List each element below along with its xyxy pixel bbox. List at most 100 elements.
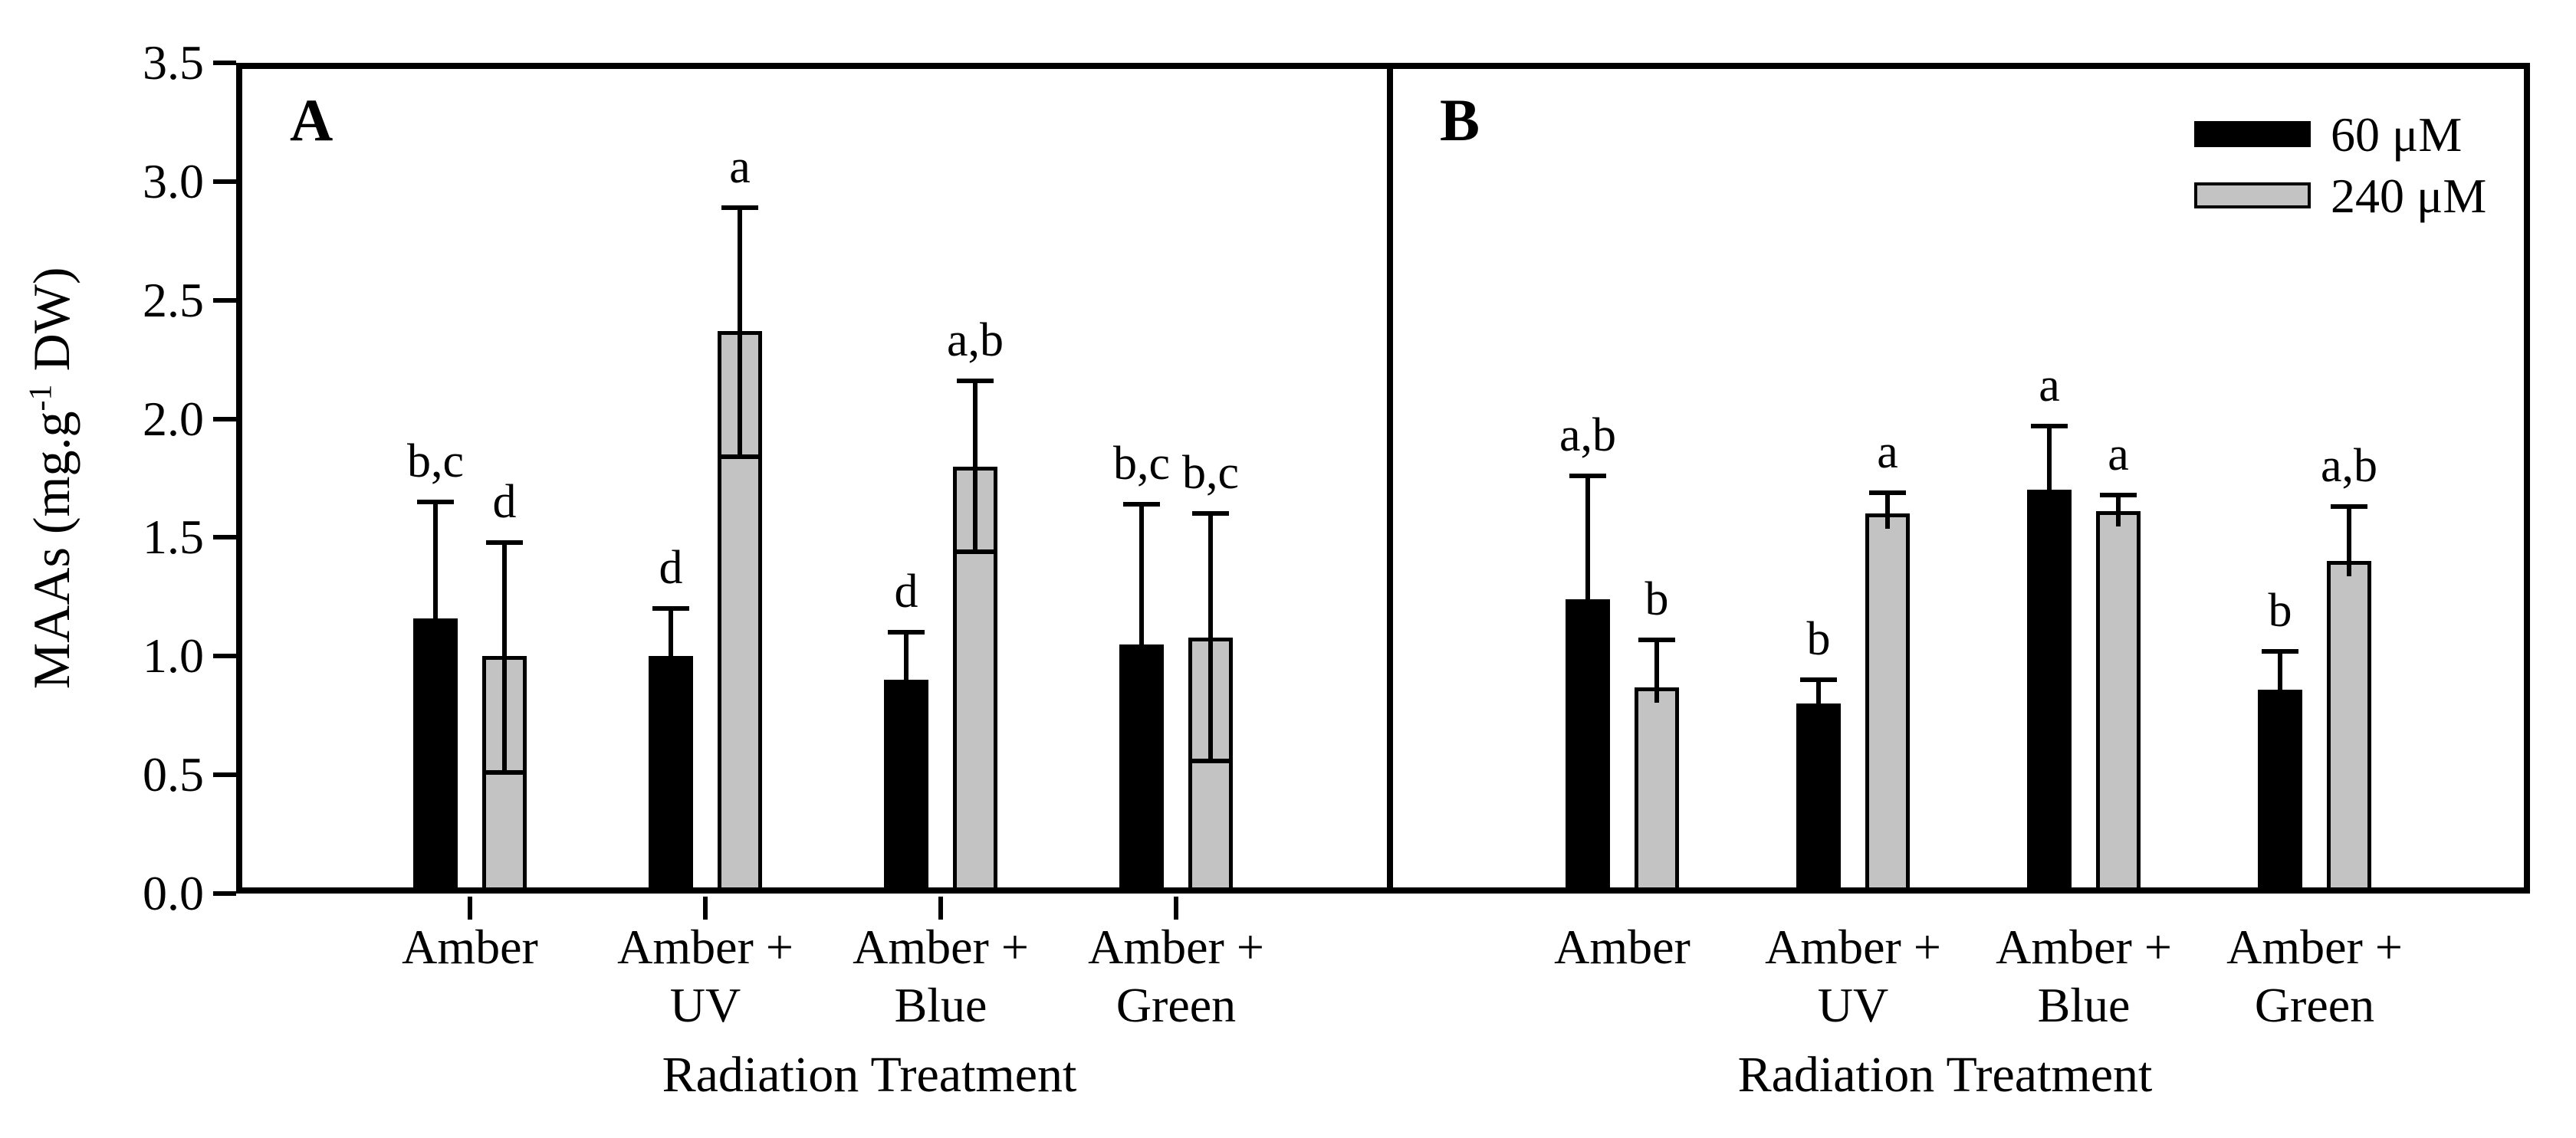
x-category-label: Amber + [2226, 920, 2403, 974]
y-axis-tick [213, 297, 236, 303]
error-bar-cap-top [486, 539, 523, 545]
error-bar [2347, 507, 2351, 577]
significance-letter: b,c [1112, 438, 1171, 490]
x-axis-title: Radiation Treatment [1737, 1047, 2153, 1103]
bar-a-amber-green-240um [1188, 637, 1233, 894]
y-axis-tick-label: 0.0 [143, 866, 204, 920]
x-category-label: Amber [402, 920, 538, 974]
x-category-label: Green [1116, 978, 1237, 1032]
bar-a-amber-green-60um [1119, 644, 1164, 894]
legend-label-240um: 240 μM [2331, 169, 2487, 223]
panel-divider [1387, 63, 1393, 894]
significance-letter: d [659, 542, 683, 595]
bar-a-amber-blue-60um [884, 680, 928, 894]
error-bar [2047, 425, 2052, 506]
error-bar-cap-top [2262, 649, 2298, 654]
y-axis-tick [213, 416, 236, 421]
x-category-label: Amber + [853, 920, 1029, 974]
y-axis-tick-label: 3.5 [143, 35, 204, 90]
significance-letter: b,c [1181, 447, 1240, 500]
error-bar [1208, 513, 1213, 761]
bar-b-amber-blue-240um [2096, 511, 2141, 894]
legend-swatch-240um [2194, 182, 2311, 208]
panel-letter-b: B [1440, 87, 1480, 153]
y-axis-tick-label: 1.0 [143, 628, 204, 684]
x-category-label: UV [669, 978, 741, 1032]
error-bar [904, 632, 909, 696]
significance-letter: b,c [406, 435, 465, 487]
bar-b-amber-green-240um [2327, 561, 2371, 894]
significance-letter: a [729, 140, 751, 193]
error-bar-cap-top [652, 606, 689, 612]
error-bar-cap-top [721, 205, 758, 210]
error-bar [973, 381, 978, 552]
panel-letter-a: A [290, 87, 334, 153]
y-axis-tick-label: 3.0 [143, 153, 204, 208]
significance-letter: b [1644, 572, 1669, 625]
legend-swatch-60um [2194, 121, 2311, 147]
error-bar-cap-top [1192, 511, 1229, 517]
error-bar-cap-top [1869, 490, 1906, 495]
x-category-label: Green [2254, 978, 2375, 1032]
error-bar [1654, 639, 1659, 703]
y-axis-label: MAAs (mg.g-1 DW) [15, 267, 80, 690]
error-bar [1816, 680, 1821, 720]
error-bar-cap-top [2100, 492, 2137, 497]
error-bar-cap-top [417, 499, 454, 504]
error-bar-cap-bottom [721, 454, 758, 460]
x-axis-tick [1174, 897, 1178, 920]
error-bar-cap-top [1800, 677, 1837, 683]
x-category-label: Amber + [1996, 920, 2172, 974]
y-axis-tick [213, 772, 236, 778]
significance-letter: a,b [946, 314, 1004, 367]
error-bar-cap-bottom [957, 549, 994, 554]
bar-b-amber-240um [1635, 687, 1679, 894]
error-bar-cap-top [1123, 502, 1160, 507]
bar-b-amber-blue-60um [2027, 490, 2072, 894]
y-axis-tick [213, 654, 236, 659]
x-axis-tick [703, 897, 708, 920]
error-bar [2116, 494, 2121, 527]
error-bar-cap-top [888, 630, 925, 635]
plot-frame [236, 63, 2530, 894]
bar-a-amber-uv-60um [649, 656, 693, 894]
error-bar-cap-top [2331, 504, 2367, 510]
significance-letter: a [2108, 428, 2129, 480]
error-bar [2278, 651, 2282, 705]
error-bar [738, 207, 742, 457]
x-category-label: Amber + [617, 920, 794, 974]
error-bar [1139, 504, 1144, 660]
bar-b-amber-60um [1566, 599, 1610, 894]
y-axis-tick-label: 1.5 [143, 510, 204, 565]
bar-b-amber-uv-240um [1865, 513, 1910, 894]
y-axis-tick [213, 61, 236, 65]
bar-a-amber-60um [413, 618, 458, 894]
significance-letter: d [894, 566, 918, 618]
bar-b-amber-green-60um [2258, 689, 2302, 894]
x-category-label: Amber + [1088, 920, 1264, 974]
significance-letter: a [2039, 359, 2060, 412]
error-bar-cap-top [1569, 473, 1606, 478]
significance-letter: b [2268, 585, 2292, 638]
significance-letter: a,b [1559, 408, 1617, 461]
significance-letter: d [492, 475, 517, 528]
error-bar [1585, 475, 1590, 615]
x-category-label: UV [1817, 978, 1889, 1032]
error-bar [669, 608, 673, 672]
x-axis-tick [938, 897, 943, 920]
error-bar-cap-top [2031, 423, 2068, 428]
error-bar-cap-top [957, 379, 994, 384]
bar-b-amber-uv-60um [1796, 703, 1841, 894]
error-bar-cap-bottom [486, 770, 523, 776]
x-axis-tick [468, 897, 472, 920]
significance-letter: a,b [2320, 440, 2378, 493]
x-category-label: Amber + [1765, 920, 1941, 974]
error-bar [1885, 492, 1890, 530]
error-bar-cap-top [1638, 637, 1675, 642]
y-axis-tick [213, 535, 236, 540]
y-axis-tick [213, 891, 236, 896]
y-axis-tick-label: 2.0 [143, 391, 204, 446]
error-bar [433, 501, 438, 634]
